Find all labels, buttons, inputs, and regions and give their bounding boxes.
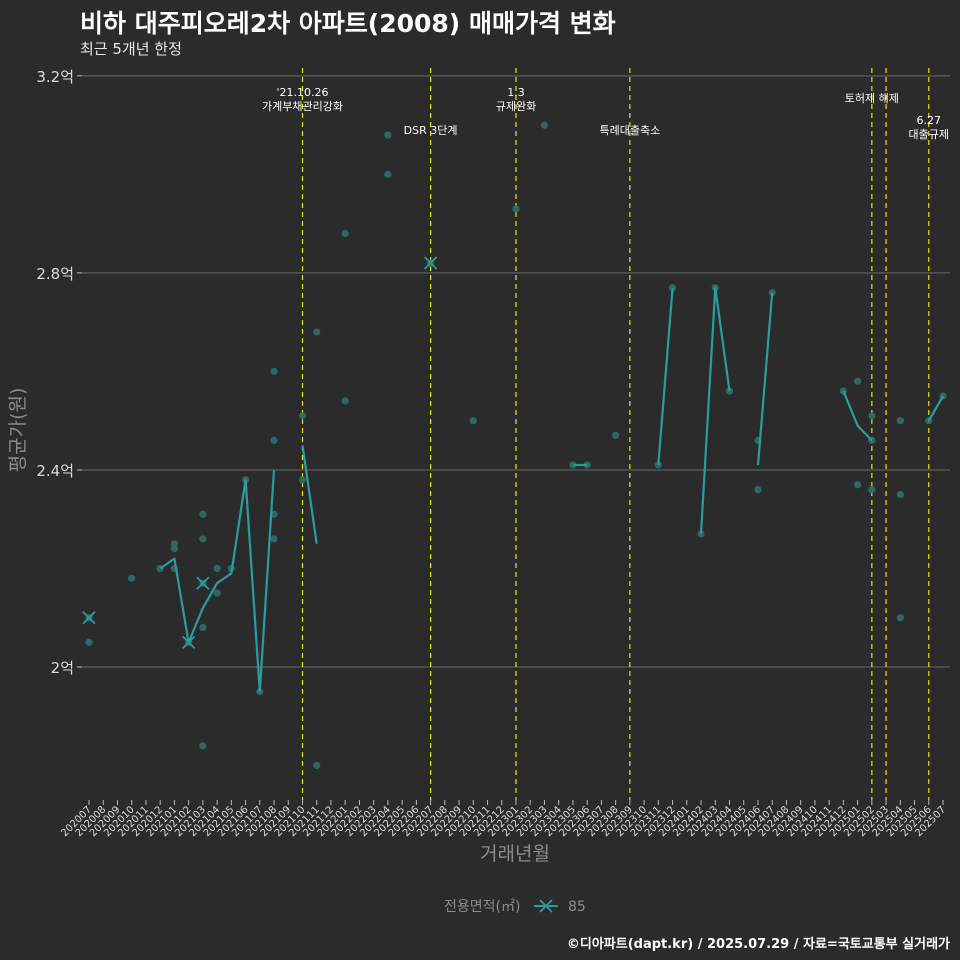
data-point: [469, 417, 477, 425]
legend-title: 전용면적(㎡): [444, 899, 520, 915]
x-marker: [196, 576, 210, 590]
legend-key-x: [539, 899, 553, 913]
data-point: [199, 510, 207, 518]
data-point: [270, 367, 278, 376]
y-axis-title: 평균가(원): [7, 388, 29, 473]
legend: 전용면적(㎡) 85: [444, 899, 586, 915]
y-tick-label: 3.2억: [36, 68, 74, 86]
data-point: [270, 535, 278, 543]
event-label: 토허제 해제: [845, 91, 899, 105]
chart-subtitle: 최근 5개년 한정: [80, 40, 182, 58]
x-marker: [423, 256, 438, 270]
data-point: [512, 205, 520, 213]
data-point: [213, 589, 221, 597]
data-point: [384, 131, 392, 139]
data-point: [341, 229, 349, 238]
x-marker-stroke: [181, 635, 196, 649]
x-marker-stroke: [423, 256, 438, 270]
data-point: [854, 377, 862, 385]
event-label: 특례대출축소: [599, 124, 660, 137]
x-axis: 2020072020082020092020102020112020122021…: [59, 800, 948, 839]
x-marker: [82, 611, 96, 625]
series-line-85: [301, 445, 318, 544]
data-point: [128, 574, 136, 582]
series-line-85: [756, 292, 774, 466]
data-point: [868, 486, 876, 494]
event-label: 규제완화: [496, 100, 536, 113]
x-axis-title: 거래년월: [480, 843, 550, 865]
source-caption: ©디아파트(dapt.kr) / 2025.07.29 / 자료=국토교통부 실…: [566, 937, 950, 952]
legend-key-85: [534, 899, 558, 913]
series-line-85: [927, 395, 944, 422]
series-line-85: [699, 286, 731, 535]
data-point: [854, 481, 862, 489]
data-point: [725, 387, 734, 395]
series-line-85: [657, 287, 674, 466]
data-point: [868, 412, 876, 420]
data-point: [896, 490, 904, 499]
data-point: [668, 284, 677, 292]
average-price-lines: [159, 286, 944, 693]
data-point: [896, 417, 904, 425]
x-marker-stroke: [196, 576, 210, 590]
y-tick-label: 2.8억: [36, 265, 74, 283]
data-point: [313, 761, 321, 770]
y-axis: 2억 2.4억 2.8억 3.2억: [36, 68, 82, 677]
data-point: [170, 545, 178, 553]
data-point: [298, 412, 307, 420]
legend-label-85: 85: [568, 899, 586, 915]
event-label: '21.10.26: [276, 86, 328, 99]
data-point: [199, 742, 207, 750]
data-point: [270, 436, 278, 444]
data-point: [384, 170, 392, 178]
x-marker: [181, 635, 196, 649]
grid: [82, 75, 950, 668]
event-label: 대출규제: [909, 128, 949, 141]
x-marker-stroke: [82, 611, 96, 625]
series-line-85: [159, 469, 276, 693]
event-label: 가계부채관리강화: [262, 100, 343, 113]
y-tick-label: 2.4억: [36, 462, 74, 480]
data-point: [199, 623, 207, 632]
data-point: [612, 431, 620, 440]
data-point: [754, 486, 762, 494]
y-tick-label: 2억: [51, 659, 74, 677]
data-point: [313, 328, 321, 336]
highlight-markers: [82, 256, 438, 649]
event-label: 1.3: [507, 86, 525, 99]
data-point: [654, 461, 662, 469]
data-point: [170, 540, 178, 548]
data-point: [298, 476, 307, 484]
event-label: 6.27: [917, 114, 942, 127]
data-point: [199, 535, 207, 543]
data-point: [540, 121, 549, 129]
event-label: DSR 3단계: [404, 124, 458, 137]
data-point: [341, 397, 349, 405]
series-line-85: [842, 390, 873, 442]
data-point: [85, 638, 93, 646]
data-point: [896, 614, 904, 622]
data-point: [213, 564, 221, 573]
chart-title: 비하 대주피오레2차 아파트(2008) 매매가격 변화: [80, 9, 616, 38]
